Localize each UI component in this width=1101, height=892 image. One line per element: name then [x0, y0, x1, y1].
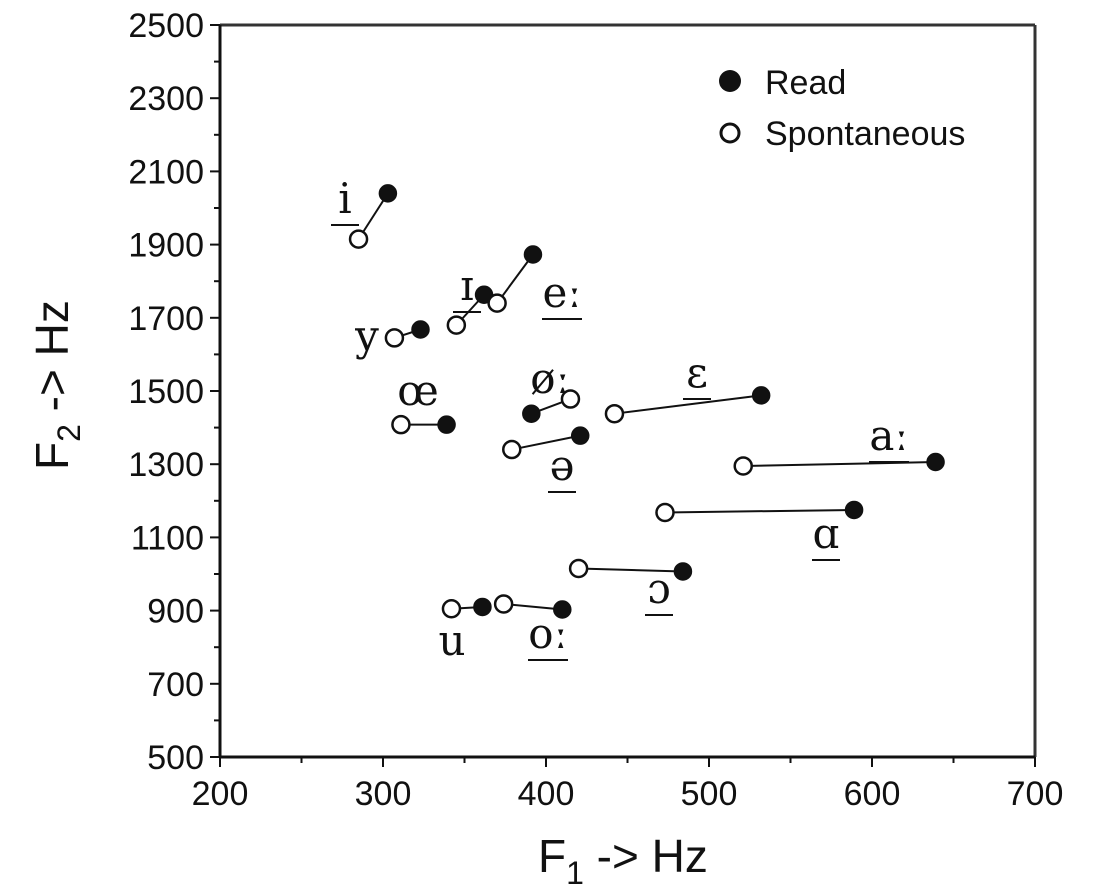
spontaneous-point: [568, 558, 589, 579]
spontaneous-point: [384, 328, 405, 348]
vowel-markers: [348, 184, 945, 619]
y-tick-label: 1500: [128, 373, 204, 411]
spontaneous-point: [655, 502, 675, 523]
x-axis: 200 300 400 500 600 700: [192, 757, 1064, 813]
vowel-label: y: [354, 311, 379, 360]
x-tick-label: 300: [355, 775, 412, 813]
x-axis-title-main: F: [538, 830, 566, 882]
spontaneous-point: [502, 439, 522, 460]
y-tick-label: 2100: [128, 153, 204, 191]
vowel-label: eː: [542, 268, 581, 317]
spontaneous-point: [560, 389, 581, 409]
legend-read-marker: [719, 70, 741, 92]
vowel-label: ɪ: [460, 261, 473, 310]
read-point: [411, 320, 430, 339]
legend-spontaneous-label: Spontaneous: [765, 115, 965, 153]
legend-read-label: Read: [765, 64, 846, 102]
legend-spontaneous-marker: [719, 122, 741, 144]
spontaneous-point: [604, 403, 625, 424]
connector-line: [664, 508, 855, 514]
y-tick-label: 1700: [128, 300, 204, 338]
y-tick-label: 2300: [128, 80, 204, 118]
y-tick-label: 700: [147, 666, 204, 704]
read-point: [673, 562, 693, 581]
read-point: [378, 184, 398, 203]
x-tick-label: 400: [518, 775, 575, 813]
vowel-connectors: [357, 192, 936, 611]
x-tick-label: 200: [192, 775, 249, 813]
legend: Read Spontaneous: [719, 64, 965, 153]
connector-line: [496, 253, 534, 304]
y-tick-label: 1900: [128, 227, 204, 265]
x-axis-title-unit: -> Hz: [584, 830, 708, 882]
y-axis: 500 700 900 1100 1300 1500 1700 1900 2100 2300 250…: [128, 7, 220, 777]
spontaneous-point: [487, 293, 507, 313]
read-point: [553, 600, 572, 619]
vowel-label: ɛ: [686, 348, 708, 397]
vowel-label: ə: [550, 441, 575, 490]
read-point: [926, 452, 945, 472]
y-axis-title-unit: -> Hz: [26, 300, 78, 424]
vowel-label: ɔ: [647, 564, 671, 613]
x-tick-label: 700: [1007, 775, 1064, 813]
vowel-label: œ: [397, 366, 439, 415]
vowel-label: aː: [869, 411, 908, 460]
vowel-label: u: [438, 616, 465, 665]
vowel-label: ɑ: [813, 509, 840, 558]
read-point: [844, 500, 864, 520]
read-point: [570, 426, 590, 445]
y-tick-label: 1300: [128, 446, 204, 484]
read-point: [523, 245, 543, 264]
read-point: [437, 415, 456, 434]
y-axis-title: F2 -> Hz: [26, 300, 87, 470]
x-axis-title: F1 -> Hz: [538, 830, 708, 891]
read-point: [751, 386, 771, 405]
spontaneous-point: [446, 315, 467, 335]
y-axis-title-main: F: [26, 442, 78, 470]
y-tick-label: 2500: [128, 7, 204, 45]
vowel-label: oː: [528, 609, 567, 658]
y-axis-title-subscript: 2: [51, 424, 87, 442]
read-point: [522, 404, 541, 423]
x-axis-title-subscript: 1: [566, 855, 584, 891]
y-tick-label: 1100: [131, 519, 204, 557]
x-tick-label: 500: [681, 775, 738, 813]
spontaneous-point: [493, 594, 514, 614]
spontaneous-point: [348, 229, 369, 249]
spontaneous-point: [391, 414, 411, 435]
y-tick-label: 500: [147, 739, 204, 777]
connector-line: [511, 434, 581, 451]
connector-line: [614, 394, 762, 415]
x-tick-label: 600: [844, 775, 901, 813]
spontaneous-point: [441, 599, 462, 619]
spontaneous-point: [733, 456, 753, 476]
connector-line: [578, 567, 683, 573]
vowel-labels: i y ɪ eː œ øː ə ɛ aː ɑ ɔ u oː: [331, 174, 909, 665]
y-tick-label: 900: [147, 593, 204, 631]
vowel-label: i: [338, 174, 351, 223]
vowel-label: øː: [530, 354, 569, 403]
connector-line: [503, 603, 563, 611]
read-point: [473, 597, 492, 617]
